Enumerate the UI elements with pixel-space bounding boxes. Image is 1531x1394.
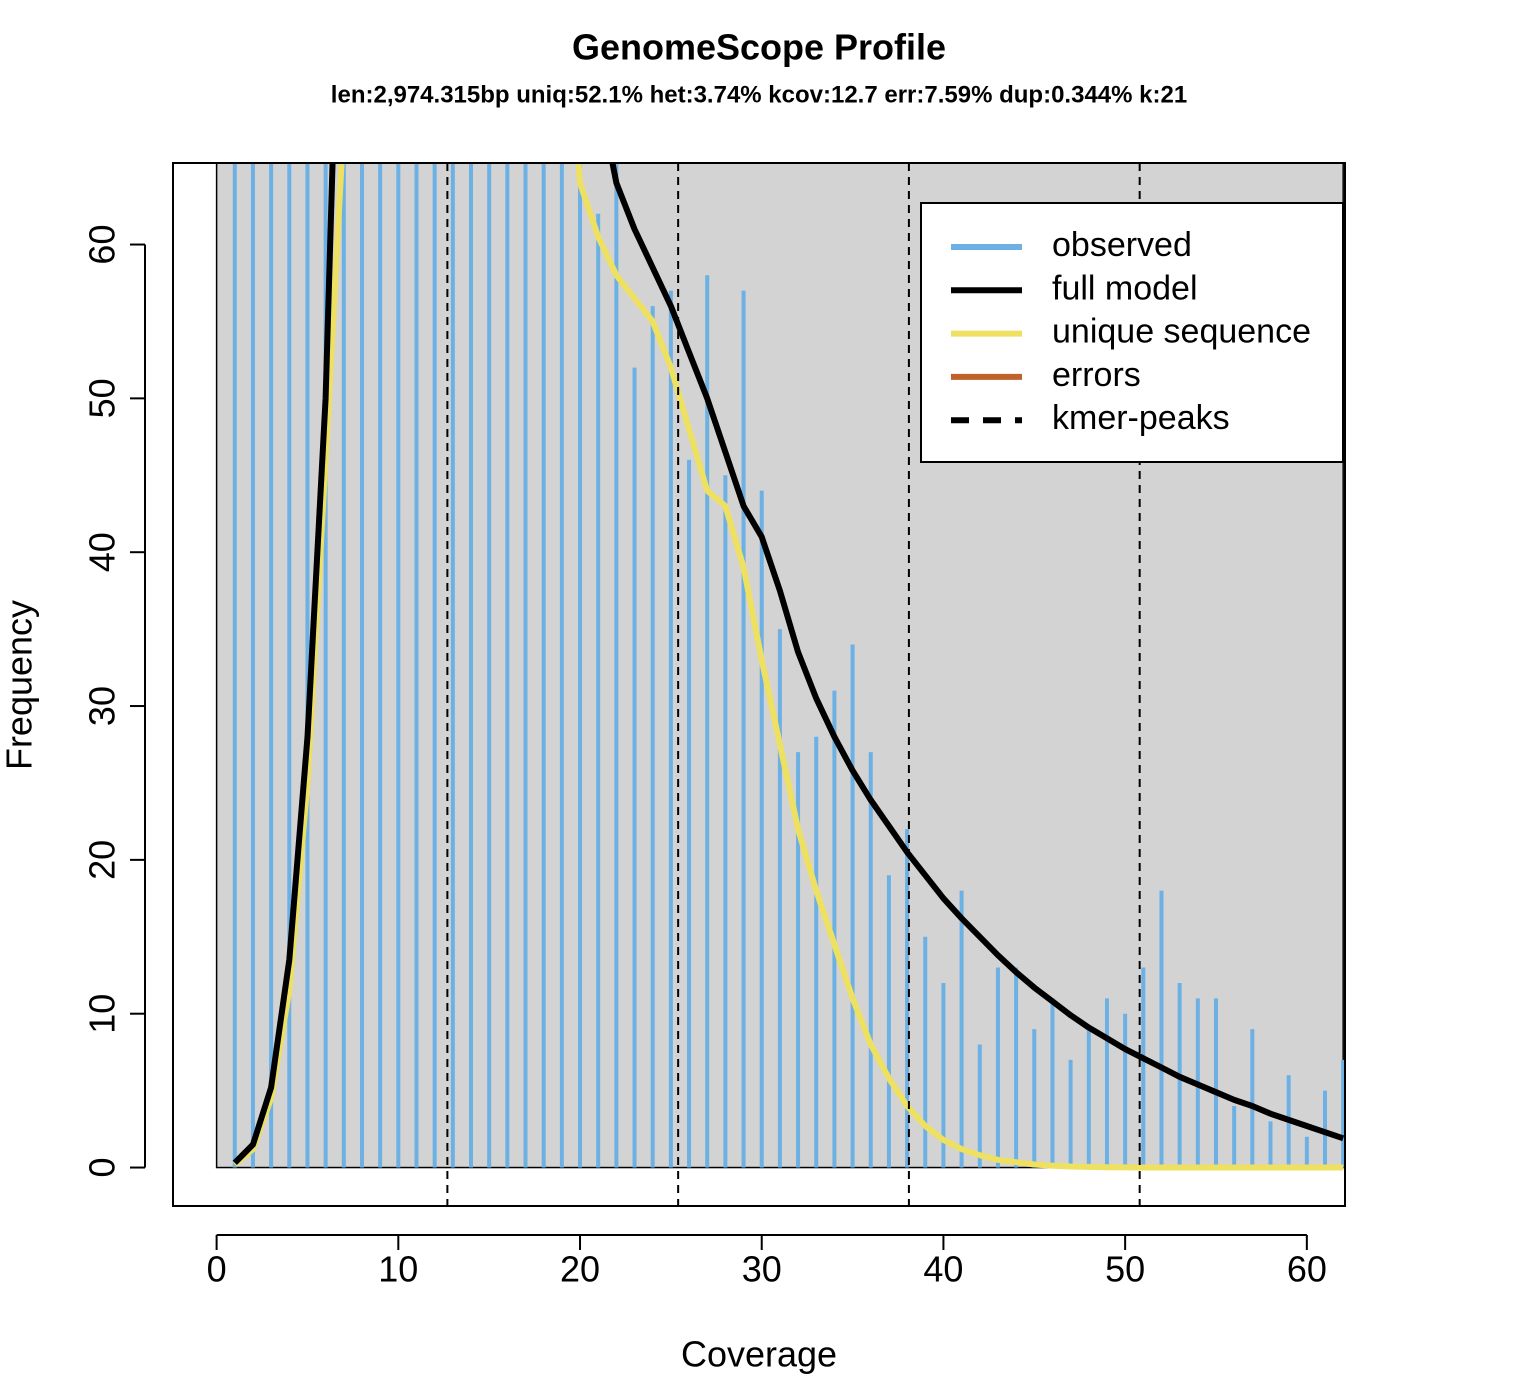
y-tick-label: 60 xyxy=(82,225,123,265)
y-tick-label: 40 xyxy=(82,532,123,572)
x-tick-label: 60 xyxy=(1287,1249,1327,1290)
y-tick-label: 0 xyxy=(82,1158,123,1178)
chart-title: GenomeScope Profile xyxy=(572,27,946,68)
y-tick-label: 30 xyxy=(82,686,123,726)
x-tick-label: 40 xyxy=(923,1249,963,1290)
plot-area xyxy=(215,163,1345,1206)
legend-label: observed xyxy=(1052,226,1192,264)
legend-label: full model xyxy=(1052,269,1198,307)
plot-frame xyxy=(172,162,1346,1207)
axes: 0 10 20 30 40 50 60 0 10 20 30 40 50 60 xyxy=(82,225,1327,1290)
x-tick-label: 50 xyxy=(1105,1249,1145,1290)
y-axis-label: Frequency xyxy=(0,600,40,770)
x-tick-label: 0 xyxy=(207,1249,227,1290)
y-tick-label: 10 xyxy=(82,994,123,1034)
model-line xyxy=(232,163,1345,1166)
legend-label: errors xyxy=(1052,356,1141,394)
y-tick-label: 20 xyxy=(82,840,123,880)
x-tick-label: 30 xyxy=(742,1249,782,1290)
chart-subtitle: len:2,974.315bp uniq:52.1% het:3.74% kco… xyxy=(331,81,1187,108)
legend-label: kmer-peaks xyxy=(1052,399,1230,437)
y-tick-label: 50 xyxy=(82,378,123,418)
x-axis-label: Coverage xyxy=(681,1334,837,1375)
legend: observed full model unique sequence errors k… xyxy=(920,202,1344,463)
model-line xyxy=(232,163,1344,1171)
x-tick-label: 20 xyxy=(560,1249,600,1290)
x-tick-label: 10 xyxy=(378,1249,418,1290)
legend-label: unique sequence xyxy=(1052,313,1311,351)
